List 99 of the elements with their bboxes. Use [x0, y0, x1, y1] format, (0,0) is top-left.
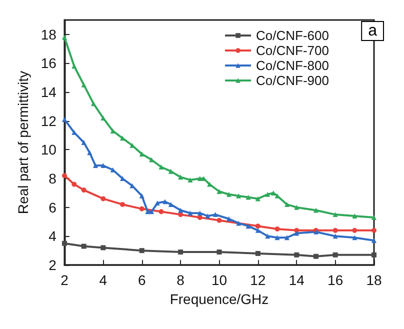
- point: [332, 212, 338, 218]
- x-tick-label: 2: [60, 272, 69, 288]
- point: [216, 250, 222, 255]
- point: [149, 209, 154, 214]
- legend-label: Co/CNF-900: [256, 73, 329, 88]
- point: [62, 116, 67, 122]
- y-tick-label: 2: [48, 257, 57, 273]
- point: [274, 235, 280, 240]
- point: [62, 34, 67, 40]
- x-tick-label: 14: [288, 272, 305, 288]
- point: [212, 212, 218, 218]
- point: [168, 168, 174, 174]
- x-tick-label: 6: [138, 272, 146, 288]
- point: [332, 252, 338, 258]
- point: [139, 152, 144, 157]
- point: [236, 220, 242, 226]
- y-axis-title: Real part of permittivity: [15, 70, 31, 214]
- x-axis-title: Frequence/GHz: [170, 290, 269, 307]
- point: [158, 164, 164, 170]
- point: [284, 235, 290, 240]
- x-tick-label: 16: [328, 272, 344, 288]
- legend-label: Co/CNF-800: [256, 58, 329, 73]
- point: [313, 254, 318, 259]
- point: [188, 177, 193, 182]
- point: [168, 202, 174, 207]
- point: [265, 234, 270, 239]
- y-tick-label: 18: [40, 26, 57, 42]
- point: [100, 245, 106, 250]
- point: [265, 192, 270, 197]
- point: [352, 228, 358, 233]
- point: [246, 224, 251, 229]
- point: [188, 210, 193, 216]
- y-tick-label: 8: [48, 170, 57, 187]
- point: [62, 173, 67, 178]
- point: [178, 208, 184, 213]
- point: [162, 199, 168, 204]
- point: [372, 238, 376, 243]
- point: [332, 228, 338, 233]
- point: [197, 176, 202, 182]
- point: [62, 240, 67, 246]
- point: [81, 188, 86, 193]
- point: [294, 252, 300, 258]
- point: [294, 230, 300, 236]
- point: [81, 140, 86, 145]
- point: [372, 252, 376, 258]
- point: [154, 200, 160, 206]
- point: [139, 248, 144, 254]
- point: [352, 235, 358, 240]
- point: [216, 189, 222, 194]
- y-tick-label: 12: [40, 112, 57, 129]
- point: [178, 212, 184, 218]
- point: [255, 250, 260, 256]
- point: [205, 214, 210, 218]
- point: [226, 216, 232, 222]
- point: [352, 214, 358, 218]
- x-tick-label: 18: [366, 272, 382, 288]
- point: [313, 208, 318, 213]
- point: [255, 224, 260, 229]
- x-tick-label: 4: [99, 272, 108, 288]
- point: [236, 193, 242, 198]
- point: [372, 228, 376, 233]
- x-tick-label: 10: [211, 272, 228, 288]
- x-tick-label: 8: [176, 272, 185, 288]
- x-tick-label: 12: [250, 272, 266, 288]
- legend-label: Co/CNF-600: [256, 28, 329, 43]
- point: [72, 182, 77, 187]
- point: [274, 226, 280, 232]
- point: [100, 116, 106, 120]
- y-tick-label: 14: [40, 84, 57, 100]
- point: [120, 202, 126, 207]
- point: [332, 234, 338, 239]
- point: [72, 64, 77, 69]
- point: [294, 204, 300, 210]
- point: [81, 82, 86, 88]
- point: [284, 202, 290, 207]
- point: [255, 228, 260, 233]
- point: [226, 192, 232, 197]
- point: [100, 196, 106, 202]
- point: [158, 209, 164, 214]
- annotation: a: [368, 22, 378, 40]
- point: [372, 214, 376, 220]
- y-tick-label: 6: [48, 199, 57, 216]
- point: [100, 163, 106, 168]
- point: [81, 244, 86, 249]
- point: [197, 210, 202, 216]
- y-tick-label: 4: [48, 228, 57, 244]
- point: [87, 150, 92, 156]
- point: [139, 206, 144, 212]
- point: [255, 196, 260, 202]
- point: [246, 194, 251, 200]
- point: [178, 174, 184, 180]
- y-tick-label: 16: [40, 55, 57, 72]
- point: [216, 218, 222, 223]
- point: [139, 193, 144, 198]
- point: [178, 250, 184, 255]
- point: [92, 163, 98, 168]
- point: [90, 101, 96, 106]
- y-tick-label: 10: [40, 142, 57, 158]
- legend-label: Co/CNF-700: [256, 43, 329, 58]
